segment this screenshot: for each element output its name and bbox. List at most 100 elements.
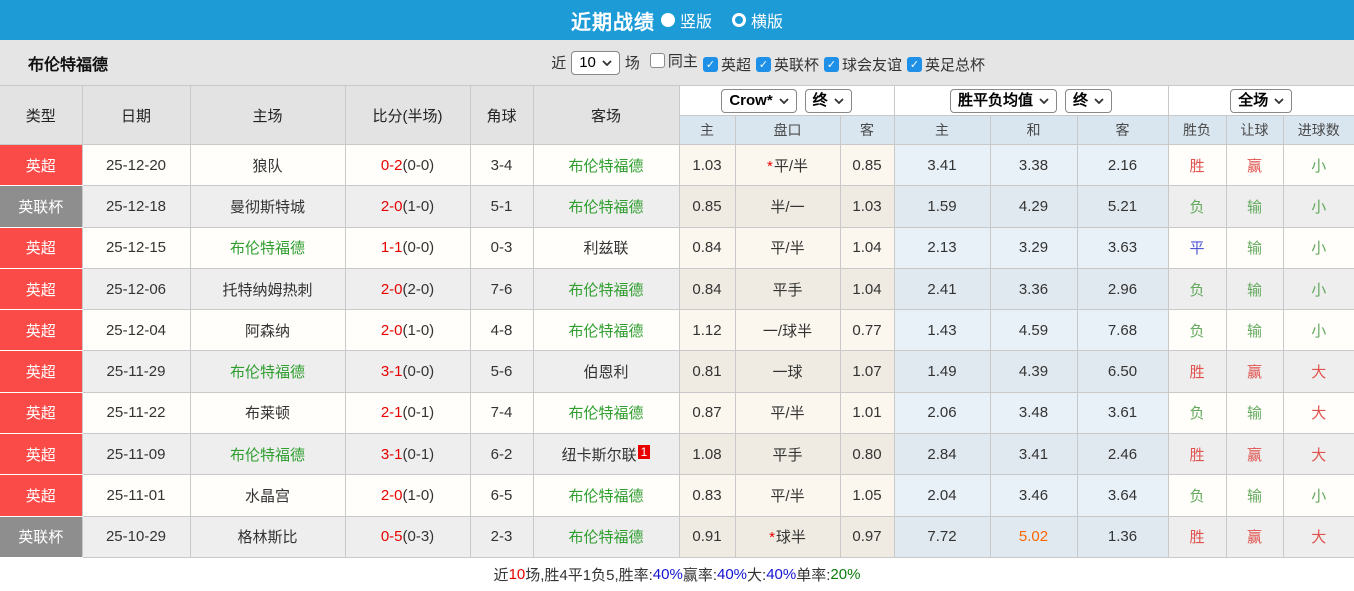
- radio-selected-icon: [660, 13, 675, 27]
- league-badge: 英超: [0, 143, 83, 187]
- away-team: 利兹联: [532, 226, 680, 269]
- radio-vertical-layout[interactable]: 竖版: [660, 8, 712, 32]
- subheader-handicap-away: 客: [839, 115, 895, 145]
- home-team: 水晶宫: [189, 474, 346, 517]
- match-date: 25-11-01: [81, 474, 191, 517]
- checkbox-label: 英足总杯: [924, 57, 985, 74]
- odds-provider-select[interactable]: Crow*: [721, 88, 797, 113]
- avg-odds-draw: 3.41: [989, 433, 1078, 476]
- filter-checkbox-2[interactable]: ✓ 英联杯: [755, 54, 819, 75]
- filter-checkbox-3[interactable]: ✓ 球会友谊: [823, 54, 902, 75]
- chevron-down-icon: [834, 97, 844, 104]
- result-handicap: 输: [1225, 226, 1284, 269]
- league-badge: 英超: [0, 350, 83, 393]
- result-goals: 大: [1282, 350, 1354, 393]
- average-odds-time-select[interactable]: 终: [1065, 88, 1113, 113]
- filter-checkbox-4[interactable]: ✓ 英足总杯: [906, 54, 985, 75]
- subheader-handicap-home: 主: [679, 115, 736, 145]
- subheader-result-goals: 进球数: [1282, 115, 1354, 145]
- result-handicap: 赢: [1225, 515, 1284, 559]
- matches-count-select[interactable]: 10: [571, 50, 620, 75]
- home-team: 布伦特福德: [189, 226, 346, 269]
- result-wdl: 胜: [1167, 515, 1227, 559]
- summary-text: 40%: [766, 566, 797, 583]
- result-goals: 小: [1282, 474, 1354, 517]
- away-team: 布伦特福德: [532, 515, 680, 559]
- chevron-down-icon: [602, 59, 612, 66]
- col-header-home: 主场: [189, 85, 346, 145]
- avg-odds-away: 3.64: [1076, 474, 1169, 517]
- result-goals: 大: [1282, 391, 1354, 435]
- league-badge: 英超: [0, 309, 83, 352]
- handicap-line: 一球: [734, 350, 841, 393]
- result-handicap: 赢: [1225, 350, 1284, 393]
- team-name: 布伦特福德: [28, 56, 109, 74]
- handicap-line: 平/半: [734, 474, 841, 517]
- average-odds-select[interactable]: 胜平负均值: [950, 88, 1058, 113]
- score: 2-0(2-0): [344, 267, 471, 311]
- avg-odds-draw: 3.29: [989, 226, 1078, 269]
- handicap-odds-home: 1.12: [678, 309, 736, 352]
- away-team: 伯恩利: [532, 350, 680, 393]
- odds-time-select[interactable]: 终: [804, 88, 852, 113]
- summary-text: 单率:: [796, 567, 831, 584]
- avg-odds-home: 3.41: [893, 143, 991, 187]
- col-header-score: 比分(半场): [344, 85, 471, 145]
- handicap-odds-away: 0.77: [839, 309, 895, 352]
- result-wdl: 胜: [1167, 350, 1227, 393]
- result-wdl: 负: [1167, 267, 1227, 311]
- corners: 4-8: [469, 309, 534, 352]
- match-date: 25-12-18: [81, 185, 191, 228]
- near-label: 近: [551, 55, 567, 72]
- league-badge: 英联杯: [0, 185, 83, 228]
- avg-odds-home: 1.43: [893, 309, 991, 352]
- handicap-odds-home: 0.87: [678, 391, 736, 435]
- checked-checkbox-icon: ✓: [906, 57, 922, 72]
- result-wdl: 负: [1167, 391, 1227, 435]
- match-scope-select[interactable]: 全场: [1230, 88, 1293, 113]
- avg-odds-home: 2.84: [893, 433, 991, 476]
- league-badge: 英超: [0, 226, 83, 269]
- result-goals: 小: [1282, 226, 1354, 269]
- handicap-odds-away: 0.85: [839, 143, 895, 187]
- avg-odds-home: 2.13: [893, 226, 991, 269]
- match-row: 英超 25-11-01 水晶宫 2-0(1-0) 6-5 布伦特福德 0.83 平/半 1.05…: [0, 474, 1354, 517]
- result-handicap: 输: [1225, 267, 1284, 311]
- avg-odds-away: 3.63: [1076, 226, 1169, 269]
- chevron-down-icon: [779, 97, 789, 104]
- score: 2-0(1-0): [344, 474, 471, 517]
- filter-checkbox-1[interactable]: ✓ 英超: [702, 54, 751, 75]
- result-handicap: 输: [1225, 391, 1284, 435]
- handicap-group-header: Crow* 终: [678, 85, 895, 116]
- league-badge: 英超: [0, 474, 83, 517]
- handicap-odds-away: 1.01: [839, 391, 895, 435]
- corners: 0-3: [469, 226, 534, 269]
- filter-checkbox-0[interactable]: 同主: [649, 50, 698, 71]
- score: 3-1(0-0): [344, 350, 471, 393]
- star-marker: *: [769, 529, 775, 547]
- away-team: 布伦特福德: [532, 474, 680, 517]
- match-date: 25-11-29: [81, 350, 191, 393]
- handicap-line: 平手: [734, 267, 841, 311]
- subheader-result-handicap: 让球: [1225, 115, 1284, 145]
- checkbox-label: 英超: [720, 57, 751, 74]
- home-team: 狼队: [189, 143, 346, 187]
- summary-text: 10: [508, 566, 526, 583]
- summary-text: 近: [493, 567, 509, 584]
- corners: 7-6: [469, 267, 534, 311]
- result-goals: 大: [1282, 515, 1354, 559]
- match-row: 英联杯 25-12-18 曼彻斯特城 2-0(1-0) 5-1 布伦特福德 0.85 半/一 1…: [0, 185, 1354, 228]
- handicap-odds-home: 0.84: [678, 267, 736, 311]
- corners: 3-4: [469, 143, 534, 187]
- result-wdl: 胜: [1167, 433, 1227, 476]
- avg-odds-draw: 5.02: [989, 515, 1078, 559]
- result-wdl: 负: [1167, 474, 1227, 517]
- league-filter-checkboxes: 同主 ✓ 英超 ✓ 英联杯 ✓ 球会友谊 ✓ 英足总杯: [645, 50, 985, 75]
- match-row: 英超 25-12-06 托特纳姆热刺 2-0(2-0) 7-6 布伦特福德 0.84 平手 1.…: [0, 267, 1354, 311]
- radio-horizontal-layout[interactable]: 横版: [732, 8, 783, 32]
- corners: 6-5: [469, 474, 534, 517]
- chevron-down-icon: [1274, 97, 1284, 104]
- handicap-odds-home: 1.08: [678, 433, 736, 476]
- score: 2-0(1-0): [344, 309, 471, 352]
- avg-odds-home: 2.04: [893, 474, 991, 517]
